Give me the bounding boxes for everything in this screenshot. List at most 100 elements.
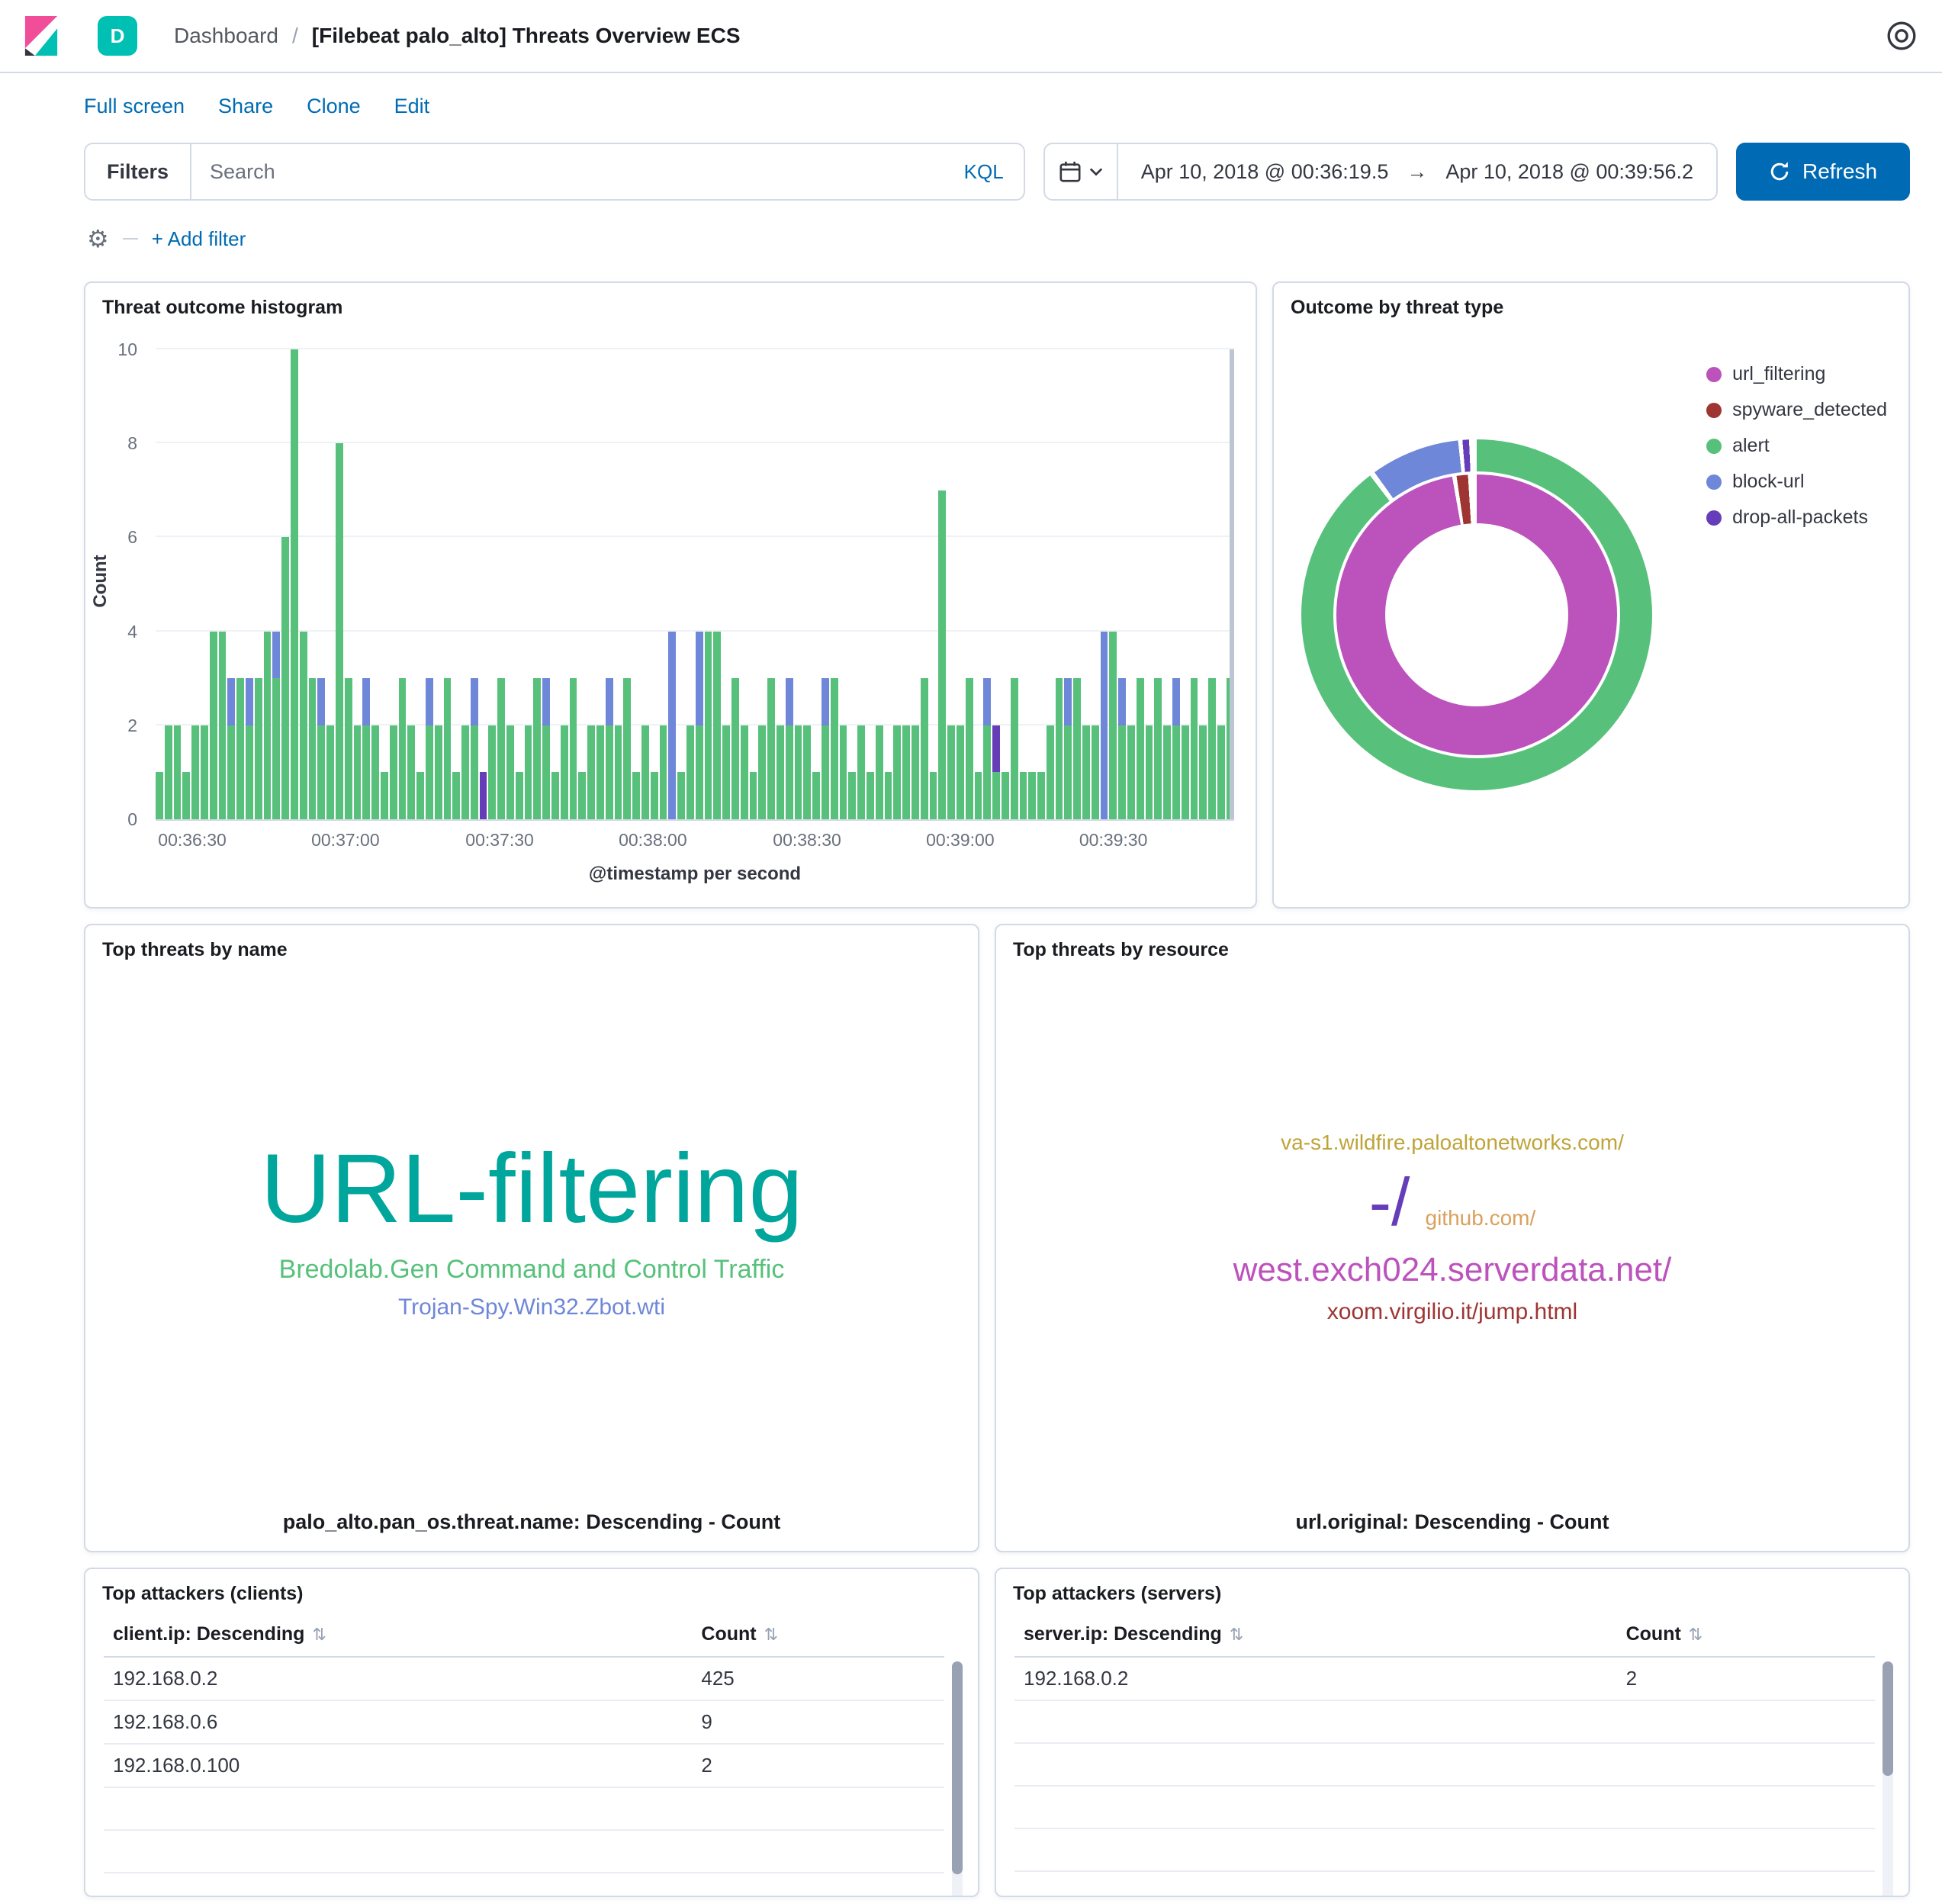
histogram-bar[interactable] bbox=[821, 678, 829, 819]
histogram-bar[interactable] bbox=[281, 537, 289, 819]
tagcloud-word[interactable]: Trojan-Spy.Win32.Zbot.wti bbox=[398, 1295, 665, 1320]
histogram-bar[interactable] bbox=[452, 772, 460, 819]
scrollbar-thumb[interactable] bbox=[952, 1661, 963, 1874]
histogram-bar[interactable] bbox=[219, 632, 227, 819]
histogram-bar[interactable] bbox=[201, 725, 208, 819]
histogram-bar[interactable] bbox=[300, 632, 307, 819]
histogram-bar[interactable] bbox=[426, 678, 433, 819]
histogram-bar[interactable] bbox=[1154, 678, 1162, 819]
histogram-bar[interactable] bbox=[966, 678, 973, 819]
legend-item[interactable]: block-url bbox=[1706, 471, 1887, 493]
histogram-bar[interactable] bbox=[803, 725, 811, 819]
histogram-bar[interactable] bbox=[930, 772, 937, 819]
histogram-bar[interactable] bbox=[1146, 725, 1153, 819]
table-row[interactable]: 192.168.0.1002 bbox=[104, 1744, 944, 1787]
histogram-bar[interactable] bbox=[651, 772, 658, 819]
histogram-bar[interactable] bbox=[957, 725, 964, 819]
histogram-bar[interactable] bbox=[533, 678, 541, 819]
histogram-bar[interactable] bbox=[1118, 678, 1126, 819]
histogram-bar[interactable] bbox=[812, 772, 820, 819]
histogram-bar[interactable] bbox=[885, 772, 892, 819]
histogram-bar[interactable] bbox=[371, 725, 379, 819]
tagcloud-word[interactable]: URL-filtering bbox=[260, 1134, 802, 1243]
histogram-bar[interactable] bbox=[660, 725, 667, 819]
histogram-bar[interactable] bbox=[606, 678, 613, 819]
histogram-bar[interactable] bbox=[362, 678, 370, 819]
histogram-bar[interactable] bbox=[795, 725, 802, 819]
histogram-bar[interactable] bbox=[1199, 725, 1207, 819]
histogram-bar[interactable] bbox=[1092, 725, 1099, 819]
histogram-bar[interactable] bbox=[713, 632, 721, 819]
histogram-bar[interactable] bbox=[236, 678, 244, 819]
histogram-bar[interactable] bbox=[587, 725, 595, 819]
histogram-bar[interactable] bbox=[831, 678, 838, 819]
ring-icon[interactable] bbox=[1886, 20, 1918, 52]
histogram-bar[interactable] bbox=[1208, 678, 1216, 819]
histogram-bar[interactable] bbox=[921, 678, 928, 819]
histogram-bar[interactable] bbox=[1101, 632, 1108, 819]
histogram-bar[interactable] bbox=[696, 632, 703, 819]
calendar-button[interactable] bbox=[1045, 144, 1118, 199]
full-screen-link[interactable]: Full screen bbox=[84, 95, 185, 118]
histogram-bar[interactable] bbox=[947, 725, 955, 819]
histogram-bar[interactable] bbox=[227, 678, 235, 819]
table-row[interactable]: 192.168.0.22 bbox=[1014, 1657, 1875, 1700]
histogram-bar[interactable] bbox=[1011, 678, 1018, 819]
histogram-bar[interactable] bbox=[750, 772, 757, 819]
gear-icon[interactable]: ⚙ bbox=[87, 227, 109, 251]
histogram-bar[interactable] bbox=[309, 678, 317, 819]
histogram-bar[interactable] bbox=[722, 725, 730, 819]
histogram-bar[interactable] bbox=[272, 632, 280, 819]
histogram-bar[interactable] bbox=[542, 678, 550, 819]
histogram-bar[interactable] bbox=[1073, 678, 1081, 819]
histogram-bar[interactable] bbox=[641, 725, 649, 819]
column-header-client-ip[interactable]: client.ip: Descending⇅ bbox=[104, 1613, 692, 1657]
histogram-bar[interactable] bbox=[255, 678, 262, 819]
histogram-bar[interactable] bbox=[156, 772, 163, 819]
histogram-bar[interactable] bbox=[776, 725, 784, 819]
histogram-bar[interactable] bbox=[578, 772, 586, 819]
histogram-bar[interactable] bbox=[480, 772, 487, 819]
histogram-bar[interactable] bbox=[867, 772, 874, 819]
histogram-bar[interactable] bbox=[525, 725, 532, 819]
histogram-bar[interactable] bbox=[848, 772, 856, 819]
histogram-bar[interactable] bbox=[938, 490, 946, 819]
histogram-bar[interactable] bbox=[1028, 772, 1036, 819]
histogram-bar[interactable] bbox=[615, 725, 622, 819]
histogram-bar[interactable] bbox=[758, 725, 766, 819]
histogram-bar[interactable] bbox=[488, 725, 496, 819]
histogram-bar[interactable] bbox=[992, 725, 1000, 819]
histogram-bar[interactable] bbox=[416, 772, 424, 819]
histogram-bar[interactable] bbox=[1191, 678, 1198, 819]
histogram-bar[interactable] bbox=[461, 725, 469, 819]
histogram-bar[interactable] bbox=[336, 443, 343, 819]
histogram-bar[interactable] bbox=[1020, 772, 1027, 819]
histogram-bar[interactable] bbox=[1137, 678, 1144, 819]
tagcloud-word[interactable]: va-s1.wildfire.paloaltonetworks.com/ bbox=[1281, 1130, 1624, 1154]
histogram-bar[interactable] bbox=[1109, 632, 1117, 819]
histogram-bar[interactable] bbox=[174, 725, 182, 819]
tagcloud-word[interactable]: github.com/ bbox=[1426, 1206, 1536, 1230]
kql-button[interactable]: KQL bbox=[944, 160, 1024, 184]
histogram-bar[interactable] bbox=[1082, 725, 1090, 819]
table-row[interactable]: 192.168.0.69 bbox=[104, 1700, 944, 1744]
histogram-bar[interactable] bbox=[1056, 678, 1063, 819]
histogram-bar[interactable] bbox=[1163, 725, 1171, 819]
histogram-bar[interactable] bbox=[912, 725, 919, 819]
histogram-bar[interactable] bbox=[623, 678, 631, 819]
tagcloud-word[interactable]: Bredolab.Gen Command and Control Traffic bbox=[279, 1255, 785, 1284]
histogram-bar[interactable] bbox=[246, 678, 253, 819]
histogram-bar[interactable] bbox=[1182, 725, 1189, 819]
table-row[interactable]: 192.168.0.2425 bbox=[104, 1657, 944, 1700]
tagcloud-word[interactable]: west.exch024.serverdata.net/ bbox=[1233, 1251, 1672, 1288]
histogram-bar[interactable] bbox=[165, 725, 172, 819]
histogram-bar[interactable] bbox=[686, 725, 694, 819]
scrollbar-thumb[interactable] bbox=[1883, 1661, 1893, 1776]
legend-item[interactable]: alert bbox=[1706, 435, 1887, 457]
legend-item[interactable]: spyware_detected bbox=[1706, 399, 1887, 421]
histogram-bar[interactable] bbox=[857, 725, 865, 819]
histogram-bar[interactable] bbox=[668, 632, 676, 819]
filters-button[interactable]: Filters bbox=[85, 144, 191, 199]
histogram-bar[interactable] bbox=[840, 725, 847, 819]
date-from[interactable]: Apr 10, 2018 @ 00:36:19.5 bbox=[1141, 160, 1389, 184]
